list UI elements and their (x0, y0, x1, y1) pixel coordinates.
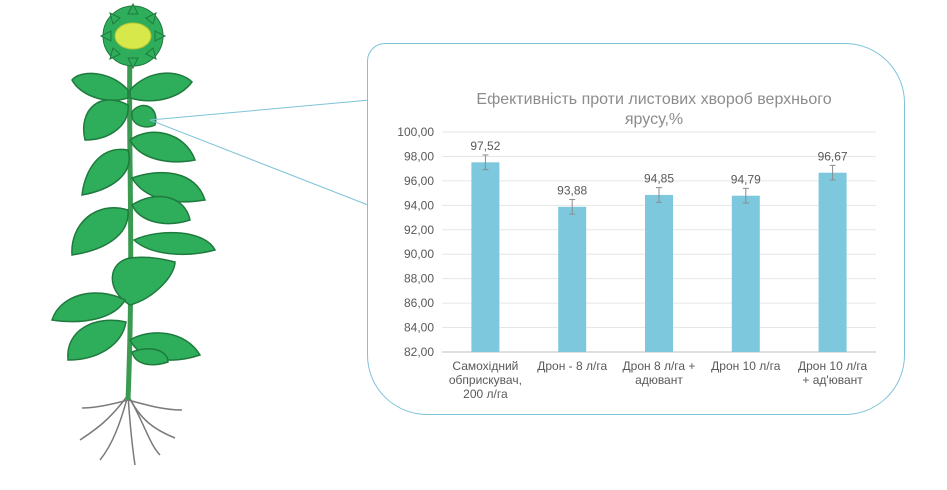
y-tick-label: 90,00 (404, 247, 434, 261)
y-tick-label: 82,00 (404, 345, 434, 359)
y-tick-label: 88,00 (404, 272, 434, 286)
y-tick-label: 98,00 (404, 149, 434, 163)
bar (818, 172, 847, 352)
leaves (51, 72, 217, 366)
bar (471, 162, 500, 352)
x-category-label-line: Самохідний (452, 359, 518, 373)
y-tick-label: 86,00 (404, 296, 434, 310)
bar-chart: Ефективність проти листових хвороб верхн… (397, 91, 876, 401)
y-tick-label: 92,00 (404, 223, 434, 237)
x-category-label-line: + ад'ювант (802, 373, 863, 387)
x-category-label-line: обприскувач, (449, 373, 522, 387)
chart-title-line-1: Ефективність проти листових хвороб верхн… (476, 91, 831, 108)
sunflower-head (99, 2, 167, 70)
x-category-label-line: адювант (635, 373, 683, 387)
x-category-label-line: Дрон - 8 л/га (537, 359, 607, 373)
bar (645, 194, 673, 352)
data-label: 93,88 (557, 183, 587, 197)
x-category-label: Дрон - 8 л/га (537, 359, 607, 373)
data-label: 96,67 (818, 149, 848, 163)
data-label: 97,52 (470, 139, 500, 153)
y-tick-label: 96,00 (404, 174, 434, 188)
x-category-label-line: Дрон 10 л/га (711, 359, 781, 373)
y-tick-label: 94,00 (404, 198, 434, 212)
sunflower-plant-illustration (51, 2, 217, 466)
x-category-label: Самохідний обприскувач, 200 л/га (449, 359, 522, 401)
x-category-label: Дрон 10 л/га (711, 359, 781, 373)
x-category-label-line: 200 л/га (463, 387, 508, 401)
x-category-label-line: Дрон 8 л/га + (623, 359, 696, 373)
bar (731, 195, 760, 352)
data-label: 94,79 (731, 172, 761, 186)
x-category-label: Дрон 8 л/га + адювант (623, 359, 696, 387)
x-category-label: Дрон 10 л/га + ад'ювант (798, 359, 868, 387)
roots (79, 394, 183, 466)
bar (558, 206, 587, 352)
data-label: 94,85 (644, 172, 674, 186)
x-category-label-line: Дрон 10 л/га (798, 359, 868, 373)
y-tick-label: 84,00 (404, 321, 434, 335)
callout-line-top (149, 99, 371, 121)
y-tick-label: 100,00 (397, 125, 434, 139)
callout-line-bottom (149, 119, 369, 206)
chart-title-line-2: ярусу,% (625, 111, 683, 128)
chart-callout-box: Ефективність проти листових хвороб верхн… (367, 43, 905, 415)
